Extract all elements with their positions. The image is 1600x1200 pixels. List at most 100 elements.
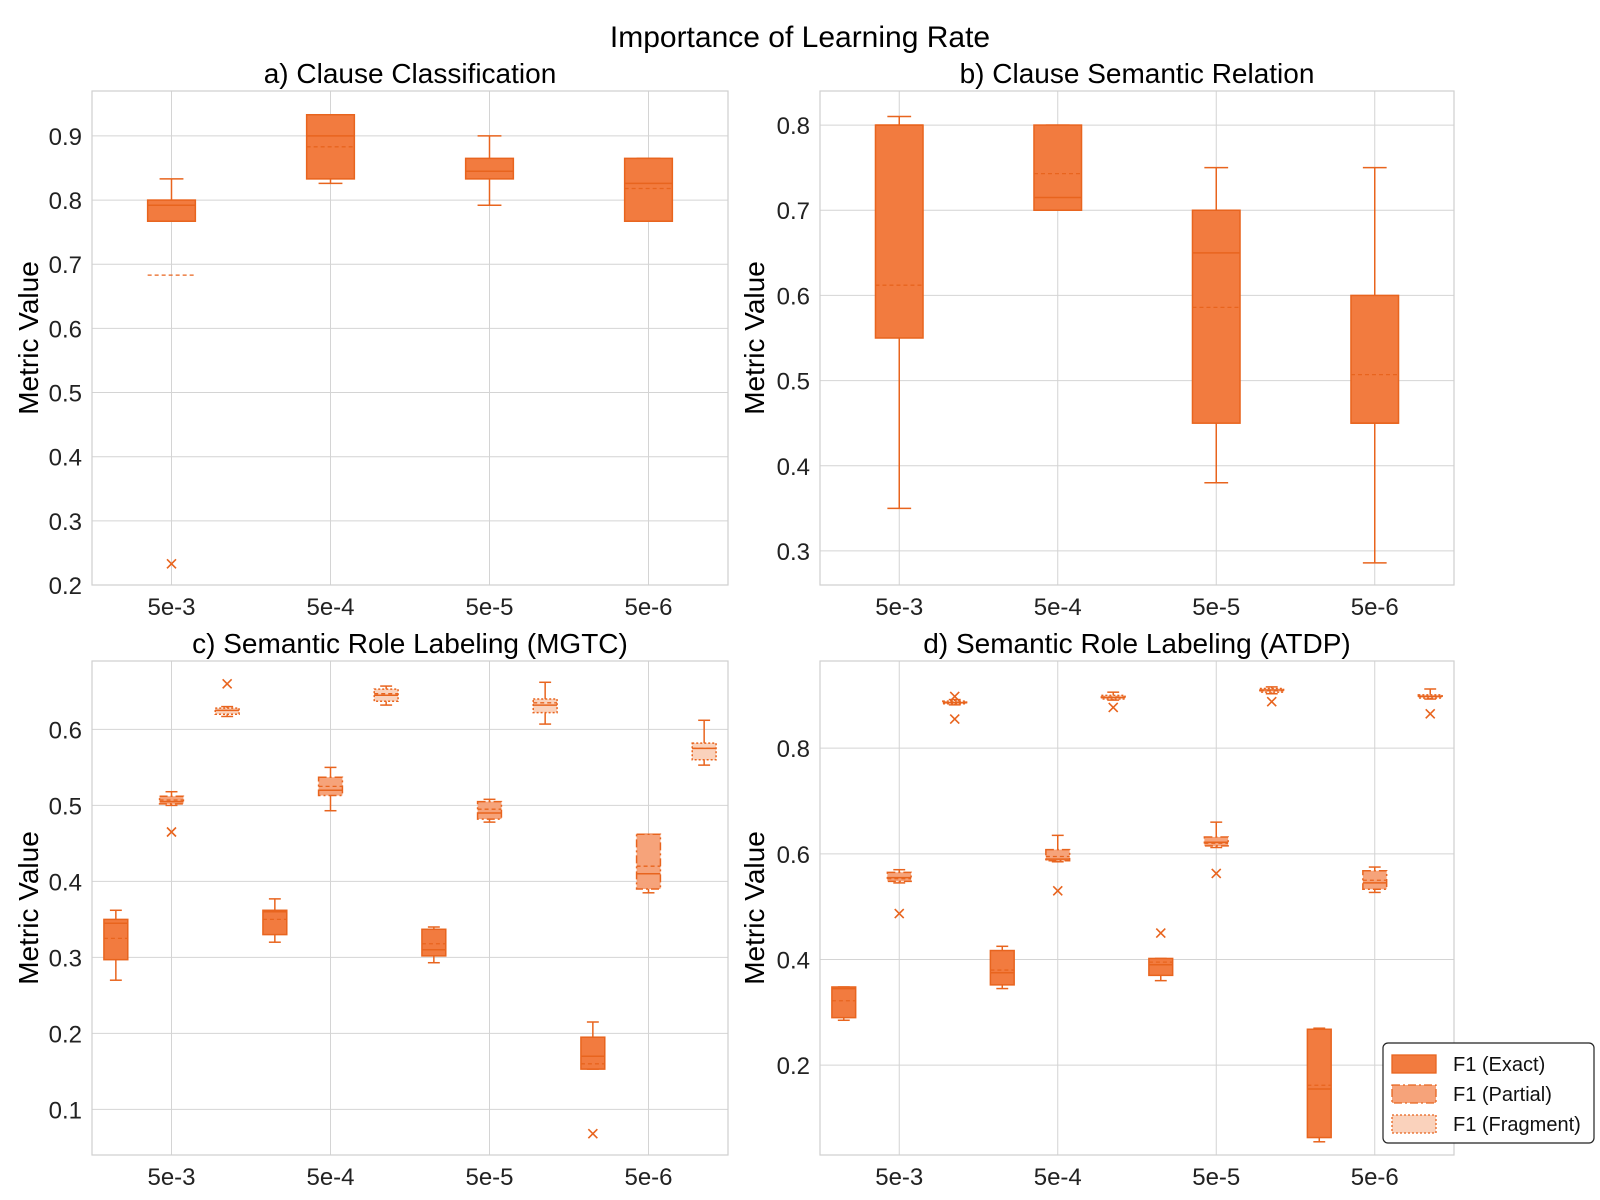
box-plot (1259, 686, 1285, 707)
box (103, 918, 129, 961)
box-plot (691, 719, 717, 766)
y-tick-label: 0.8 (777, 736, 810, 763)
y-tick-label: 0.5 (49, 381, 82, 408)
box-plot (1033, 124, 1083, 211)
x-tick-label: 5e-3 (147, 594, 195, 621)
subplot-d: d) Semantic Role Labeling (ATDP) Metric … (739, 628, 1595, 1191)
y-tick-label: 0.4 (777, 454, 810, 481)
box-plot (146, 178, 197, 569)
box-plot (623, 157, 674, 222)
y-axis-label: Metric Value (739, 261, 770, 415)
y-tick-label: 0.4 (49, 869, 82, 896)
y-tick-label: 0.5 (49, 793, 82, 820)
box-plot (158, 790, 185, 838)
box-plot (1306, 1027, 1332, 1143)
legend-label: F1 (Exact) (1453, 1054, 1545, 1076)
y-tick-label: 0.2 (777, 1053, 810, 1080)
plot-frame (91, 90, 729, 586)
y-tick-label: 0.7 (49, 252, 82, 279)
figure-suptitle: Importance of Learning Rate (610, 21, 990, 54)
subplot-title: d) Semantic Role Labeling (ATDP) (923, 628, 1350, 659)
legend-label: F1 (Fragment) (1453, 1114, 1581, 1136)
box (421, 928, 447, 957)
flier-marker (166, 558, 177, 569)
x-tick-label: 5e-5 (465, 594, 513, 621)
box (635, 833, 662, 890)
box-plot (373, 685, 399, 706)
box (886, 871, 912, 883)
flier-marker (894, 908, 905, 919)
subplot-title: c) Semantic Role Labeling (MGTC) (192, 628, 628, 659)
box-plot (1417, 688, 1443, 719)
box-plot (421, 926, 447, 964)
flier-marker (1266, 696, 1277, 707)
x-tick-label: 5e-3 (875, 594, 923, 621)
y-tick-label: 0.2 (49, 1021, 82, 1048)
plot-area: 0.3 0.4 0.5 0.6 0.7 0.8 5e-3 5e-4 5e-5 5e-6 (777, 90, 1455, 621)
box (1148, 957, 1174, 977)
y-tick-label: 0.6 (777, 842, 810, 869)
x-tick-label: 5e-5 (1192, 594, 1240, 621)
plot-area: 0.1 0.2 0.3 0.4 0.5 0.6 5e-3 5e-4 5e-5 5e-6 (49, 660, 729, 1191)
box-plot (1362, 866, 1388, 894)
box (874, 124, 924, 339)
y-tick-label: 0.5 (777, 369, 810, 396)
box-plot (532, 681, 558, 725)
box-plot (1148, 928, 1174, 982)
plot-frame (91, 660, 729, 1156)
subplot-a: a) Clause Classification Metric Value 0.… (13, 58, 729, 621)
box-plot (886, 868, 912, 919)
plot-frame (819, 90, 1455, 586)
box-plot (942, 691, 968, 725)
box (476, 800, 503, 820)
box-plot (831, 986, 857, 1022)
box (580, 1036, 606, 1070)
flier-marker (1155, 928, 1166, 939)
box (691, 742, 717, 761)
legend-swatch (1391, 1114, 1437, 1134)
x-tick-label: 5e-6 (1351, 1164, 1399, 1191)
box-plot (214, 678, 240, 718)
box-plot (262, 898, 288, 943)
x-tick-label: 5e-6 (624, 594, 672, 621)
box (1306, 1028, 1332, 1139)
box-plot (476, 798, 503, 823)
y-tick-label: 0.3 (49, 509, 82, 536)
plot-area: 0.2 0.4 0.6 0.8 5e-3 5e-4 5e-5 5e-6 (777, 660, 1455, 1191)
flier-marker (166, 826, 177, 838)
x-tick-label: 5e-3 (147, 1164, 195, 1191)
x-tick-label: 5e-6 (1351, 594, 1399, 621)
box-plot (580, 1021, 606, 1139)
box (262, 909, 288, 936)
y-tick-label: 0.1 (49, 1097, 82, 1124)
y-tick-label: 0.3 (49, 945, 82, 972)
x-tick-label: 5e-4 (1034, 594, 1082, 621)
y-tick-label: 0.3 (777, 539, 810, 566)
x-tick-label: 5e-4 (1034, 1164, 1082, 1191)
box-plot (464, 135, 515, 206)
box (1203, 836, 1229, 847)
box (214, 707, 240, 715)
y-tick-label: 0.8 (777, 113, 810, 140)
flier-marker (222, 678, 233, 689)
y-tick-label: 0.9 (49, 124, 82, 151)
y-tick-label: 0.6 (49, 316, 82, 343)
x-tick-label: 5e-5 (1192, 1164, 1240, 1191)
x-tick-label: 5e-4 (306, 594, 354, 621)
x-tick-label: 5e-5 (465, 1164, 513, 1191)
box (1191, 209, 1241, 424)
box (1033, 124, 1083, 211)
y-tick-label: 0.4 (777, 948, 810, 975)
subplot-b: b) Clause Semantic Relation Metric Value… (739, 58, 1455, 621)
y-tick-label: 0.2 (49, 573, 82, 600)
y-tick-label: 0.4 (49, 445, 82, 472)
flier-marker (1211, 868, 1222, 879)
box-plot (103, 909, 129, 981)
flier-marker (587, 1128, 598, 1139)
box-plot (317, 766, 344, 812)
y-axis-label: Metric Value (739, 831, 770, 985)
box-plot (1350, 166, 1400, 564)
y-tick-label: 0.6 (777, 283, 810, 310)
box-plot (874, 115, 924, 510)
